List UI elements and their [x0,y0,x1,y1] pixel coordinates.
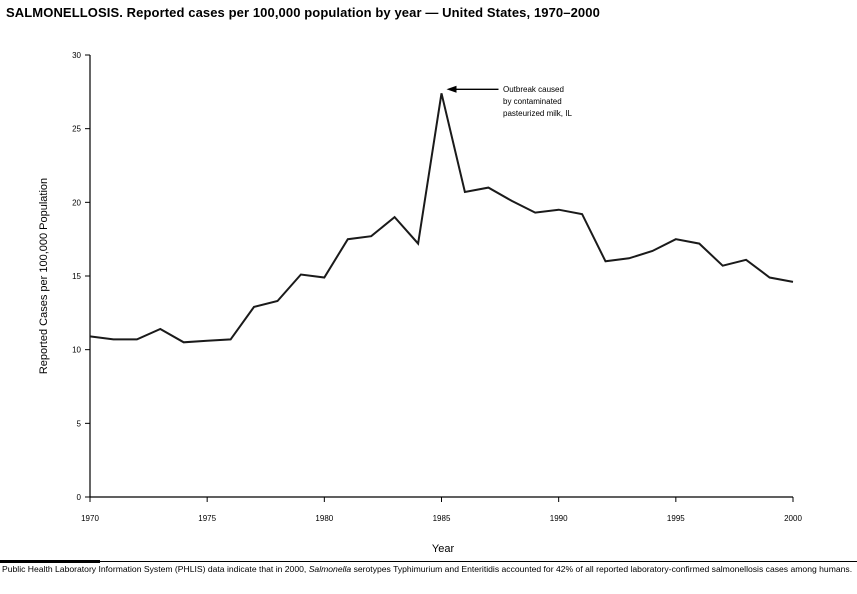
chart-title: SALMONELLOSIS. Reported cases per 100,00… [6,5,600,20]
x-tick-label: 1985 [433,514,451,523]
y-tick-label: 25 [72,125,81,134]
footnote-text: Public Health Laboratory Information Sys… [2,564,853,576]
line-chart: 0 5 10 15 20 25 30 1970 1975 1980 1985 1990 1995 2000… [38,51,802,555]
annotation-arrow-head [446,85,457,93]
x-tick-label: 1975 [198,514,216,523]
y-axis-label: Reported Cases per 100,000 Population [38,178,50,374]
salmonellosis-trend-line [89,93,794,344]
footnote-italic: Salmonella [308,564,352,574]
y-tick-label: 10 [72,346,81,355]
footnote-part1: Public Health Laboratory Information Sys… [2,564,309,574]
annotation-line-1: Outbreak caused [503,85,564,94]
footnote-part2: serotypes Typhimurium and Enteritidis ac… [351,564,853,574]
y-tick-label: 30 [72,51,81,60]
footnote-section: Public Health Laboratory Information Sys… [0,560,857,576]
axes: 0 5 10 15 20 25 30 1970 1975 1980 1985 1990 1995 2000 [72,51,802,523]
x-tick-label: 1970 [81,514,99,523]
x-tick-label: 2000 [784,514,802,523]
y-tick-label: 20 [72,198,81,207]
footnote-accent-bar [0,560,100,563]
y-tick-label: 5 [77,419,82,428]
x-tick-label: 1990 [550,514,568,523]
annotation-arrow [446,85,499,93]
x-tick-label: 1995 [667,514,685,523]
annotation-line-3: pasteurized milk, IL [503,109,572,118]
data-series [89,93,794,344]
annotation-text: Outbreak caused by contaminated pasteuri… [503,85,572,118]
x-tick-label: 1980 [315,514,333,523]
x-axis-label: Year [432,543,455,555]
y-tick-label: 15 [72,272,81,281]
y-tick-label: 0 [77,493,82,502]
annotation-line-2: by contaminated [503,97,562,106]
